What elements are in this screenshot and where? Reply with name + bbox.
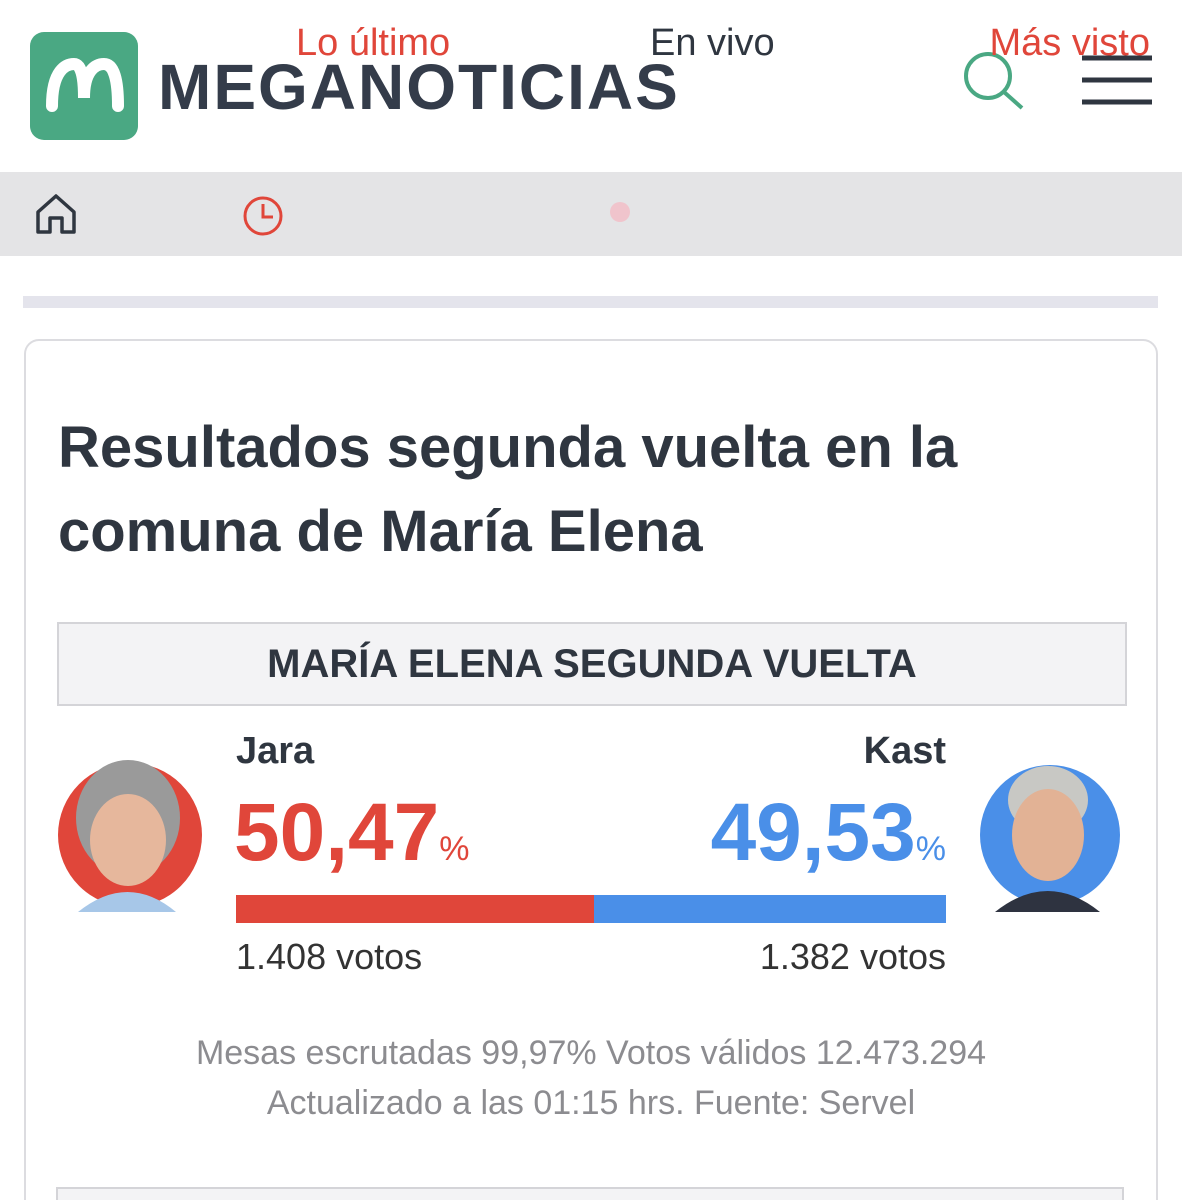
avatar-jara [58,760,202,912]
bar-segment [236,895,595,923]
nav-item[interactable]: En vivo [650,22,775,64]
footer-note: Mesas escrutadas 99,97% Votos válidos 12… [195,1034,987,1072]
avatar-kast [980,765,1120,912]
votes: 1.408 votos [236,936,423,977]
percent-unit: % [439,830,470,868]
logo-mark [46,57,124,112]
percent-value: 50,47 [234,787,440,878]
result-bar [236,895,946,923]
nav-item[interactable]: Lo último [296,22,451,64]
percent-value: 49,53 [710,787,916,878]
card-title: Resultados segunda vuelta en la comuna d… [58,415,958,564]
home-icon[interactable] [36,194,76,234]
box-title: MARÍA ELENA SEGUNDA VUELTA [57,622,1127,706]
votes: 1.382 votos [759,936,946,977]
search-icon[interactable] [964,52,1024,110]
nav-item[interactable]: Más visto [989,22,1150,64]
candidate-name: Jara [236,730,315,772]
percent: 49,53% [711,786,946,880]
live-dot [610,202,630,222]
brand[interactable]: MEGANOTICIAS [158,51,680,123]
next-box [56,1187,1124,1200]
candidate-name: Kast [863,730,946,772]
footer-note: Actualizado a las 01:15 hrs. Fuente: Ser… [266,1084,916,1122]
card [24,339,1158,1200]
nav-bg [0,172,1182,256]
menu-icon[interactable] [1082,55,1152,105]
percent: 50,47% [234,786,469,880]
bar-segment [594,895,946,923]
percent-unit: % [915,830,946,868]
clock-icon [243,196,283,236]
divider [23,296,1158,308]
